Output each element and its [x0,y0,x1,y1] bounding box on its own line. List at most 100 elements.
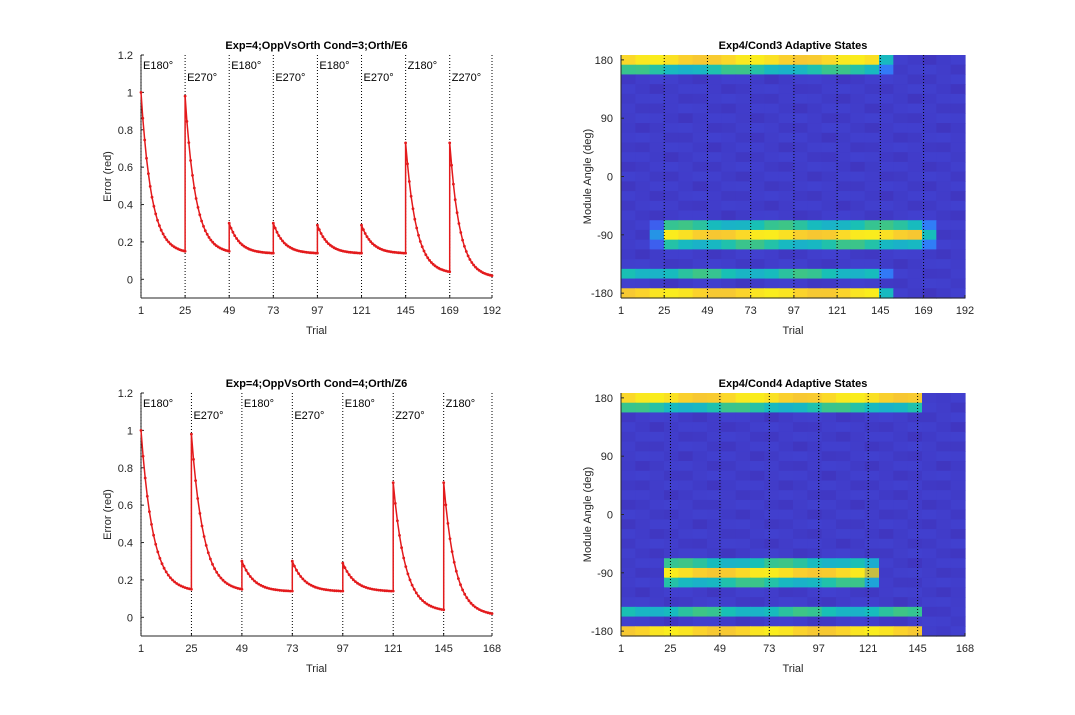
error-data-point [290,559,294,563]
error-data-point [192,186,196,190]
heatmap-cell [778,548,794,559]
y-tick-label: 1 [127,87,133,99]
x-tick-label: 1 [138,305,144,317]
heatmap-cell [721,278,737,289]
heatmap-cell [750,210,765,221]
heatmap-cell [721,239,737,250]
error-data-point [227,583,231,587]
heatmap-cell [864,239,880,250]
heatmap-cell [922,606,937,618]
heatmap-cell [864,181,880,192]
heatmap-cell [721,451,737,462]
heatmap-cell [893,587,909,598]
heatmap-cell [879,74,894,85]
heatmap-cell [649,451,665,462]
error-data-point [215,570,219,574]
heatmap-cell [778,606,794,618]
heatmap-cell [850,55,866,66]
heatmap-cell [936,499,952,511]
heatmap-cell [735,268,751,280]
y-tick-label: 0.8 [118,463,133,475]
heatmap-cell [750,509,765,520]
heatmap-cell [707,268,722,280]
error-data-point [279,237,283,240]
heatmap-cell [864,441,880,452]
heatmap-cell [649,171,665,182]
heatmap-cell [922,567,937,579]
heatmap-cell [621,259,636,270]
heatmap-cell [807,103,823,114]
heatmap-cell [807,288,823,299]
heatmap-cell [692,171,708,182]
error-data-point [459,583,462,587]
heatmap-cell [907,103,923,114]
heatmap-cell [807,278,823,289]
heatmap-cell [922,402,937,414]
heatmap-cell [821,210,837,221]
heatmap-cell [893,402,909,414]
line-chart-2: Exp=4;OppVsOrth Cond=4;Orth/Z6TrialError… [102,378,501,675]
heatmap-cell [936,288,952,299]
heatmap-cell [764,499,780,511]
heatmap-cell [707,249,722,260]
heatmap-cell [807,509,823,520]
heatmap-cell [836,210,851,221]
block-label: E270° [187,72,217,84]
heatmap-cell [793,519,808,530]
heatmap-cell [907,220,923,231]
heatmap-cell [649,402,665,414]
heatmap-cell [764,74,780,85]
heatmap-cell [821,74,837,85]
x-axis-label: Trial [306,325,327,337]
heatmap-cell [936,74,952,85]
heatmap-cell [821,451,837,462]
error-data-point [459,231,463,234]
heatmap-cell [836,55,851,66]
error-data-point [400,546,403,550]
heatmap-cell [764,616,780,627]
heatmap-cell [778,288,794,299]
heatmap-cell [764,142,780,153]
heatmap-cell [922,461,937,472]
heatmap-cell [793,422,808,433]
heatmap-cell [836,597,851,608]
heatmap-cell [721,103,737,114]
heatmap-cell [707,402,722,414]
heatmap-cell [922,499,937,511]
heatmap-cell [778,558,794,569]
heatmap-cell [778,393,794,404]
heatmap-cell [664,626,679,637]
heatmap-cell [721,441,737,452]
heatmap-cell [707,499,722,511]
heatmap-cell [664,64,679,76]
heatmap-cell [821,84,837,95]
error-data-point [420,245,424,249]
error-data-point [141,454,145,458]
heatmap-cell [836,509,851,520]
heatmap-cell [879,606,894,618]
error-data-point [161,232,165,236]
heatmap-cell [664,191,679,202]
heatmap-cell [936,626,952,637]
heatmap-cell [721,74,737,85]
heatmap-cell [807,64,823,76]
heatmap-cell [621,490,636,501]
heatmap-cell [850,171,866,182]
heatmap-cell [864,171,880,182]
heatmap-cell [721,393,737,404]
heatmap-cell [750,249,765,260]
heatmap-cell [750,288,765,299]
heatmap-cell [764,288,780,299]
heatmap-cell [707,616,722,627]
error-data-point [466,254,470,258]
heatmap-cell [750,451,765,462]
error-data-point [316,586,319,590]
heatmap-cell [922,558,937,569]
heatmap-cell [821,431,837,443]
heatmap-cell [893,113,909,124]
error-data-point [349,576,353,579]
heatmap-cell [721,548,737,559]
error-data-point [455,211,459,215]
heatmap-cell [692,268,708,280]
